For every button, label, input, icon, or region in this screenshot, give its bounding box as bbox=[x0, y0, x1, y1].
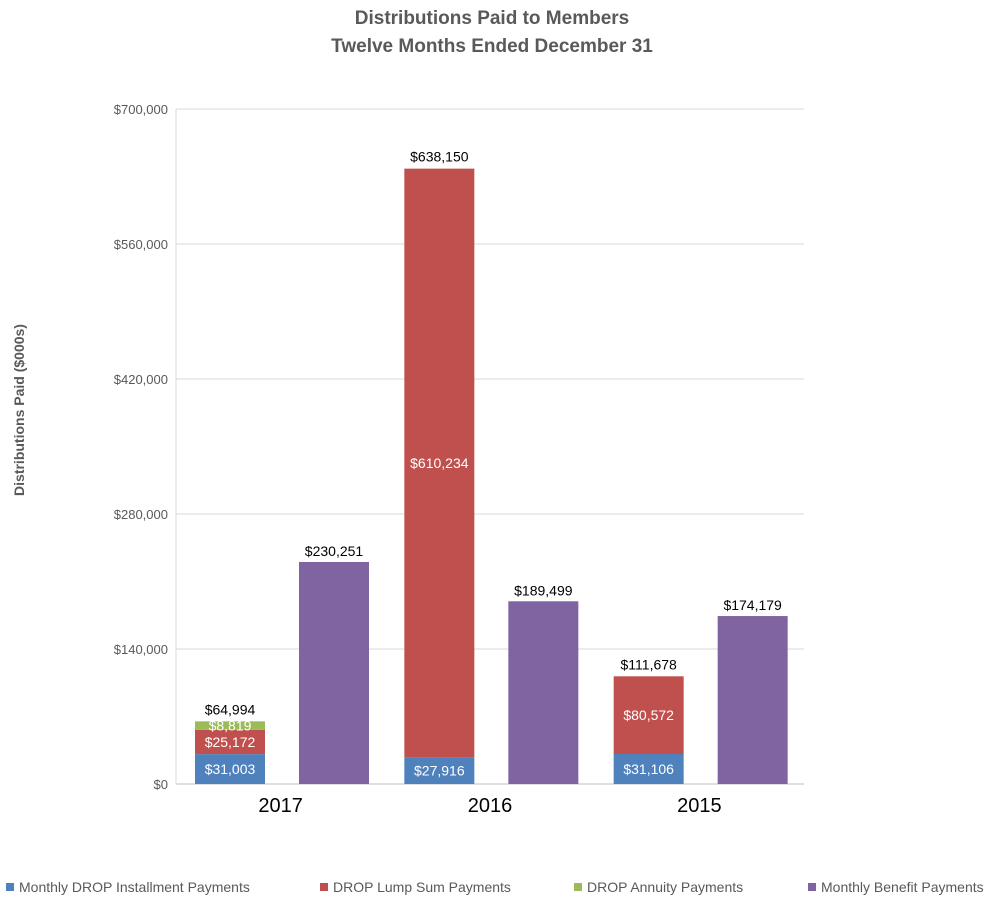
bar-segment bbox=[195, 721, 265, 730]
x-tick-label: 2015 bbox=[677, 795, 722, 817]
y-tick-label: $700,000 bbox=[114, 102, 168, 117]
legend-swatch bbox=[320, 883, 328, 891]
bar-segment bbox=[613, 676, 684, 755]
data-label: $31,106 bbox=[623, 761, 674, 777]
x-tick-label: 2017 bbox=[258, 795, 303, 817]
bar bbox=[299, 561, 369, 784]
data-label: $174,179 bbox=[723, 597, 782, 613]
legend-item: Monthly Benefit Payments bbox=[821, 879, 984, 895]
data-label: $8,819 bbox=[209, 718, 252, 734]
bar-segment bbox=[195, 729, 265, 755]
y-tick-label: $560,000 bbox=[114, 237, 168, 252]
data-label: $80,572 bbox=[623, 707, 674, 723]
legend: Monthly DROP Installment Payments DROP Lu… bbox=[6, 879, 984, 895]
legend-item: DROP Lump Sum Payments bbox=[333, 879, 511, 895]
bars-layer bbox=[195, 168, 788, 784]
legend-swatch bbox=[6, 883, 14, 891]
total-label: $64,994 bbox=[205, 701, 256, 717]
total-label: $638,150 bbox=[410, 149, 469, 165]
y-tick-label: $0 bbox=[154, 777, 168, 792]
bar-segment bbox=[404, 757, 475, 784]
labels-layer: $0 $140,000 $280,000 $420,000 $560,000 $700,0… bbox=[114, 102, 782, 817]
bar-segment bbox=[195, 754, 265, 784]
bar-segment bbox=[613, 754, 684, 784]
y-axis-title: Distributions Paid ($000s) bbox=[11, 324, 27, 496]
bar bbox=[717, 616, 788, 784]
legend-item: Monthly DROP Installment Payments bbox=[19, 879, 250, 895]
bar-segment bbox=[404, 168, 475, 758]
legend-swatch bbox=[574, 883, 582, 891]
y-tick-label: $140,000 bbox=[114, 642, 168, 657]
chart-title: Distributions Paid to Members bbox=[355, 8, 629, 29]
x-tick-label: 2016 bbox=[468, 795, 513, 817]
data-label: $610,234 bbox=[410, 455, 469, 471]
y-tick-label: $280,000 bbox=[114, 507, 168, 522]
data-label: $31,003 bbox=[205, 761, 256, 777]
y-tick-label: $420,000 bbox=[114, 372, 168, 387]
total-label: $111,678 bbox=[621, 656, 678, 672]
bar bbox=[508, 601, 579, 784]
data-label: $27,916 bbox=[414, 763, 465, 779]
legend-swatch bbox=[808, 883, 816, 891]
data-label: $25,172 bbox=[205, 734, 256, 750]
chart-subtitle: Twelve Months Ended December 31 bbox=[331, 36, 653, 57]
legend-item: DROP Annuity Payments bbox=[587, 879, 743, 895]
data-label: $230,251 bbox=[305, 543, 364, 559]
data-label: $189,499 bbox=[514, 582, 573, 598]
grid-layer bbox=[175, 108, 804, 785]
